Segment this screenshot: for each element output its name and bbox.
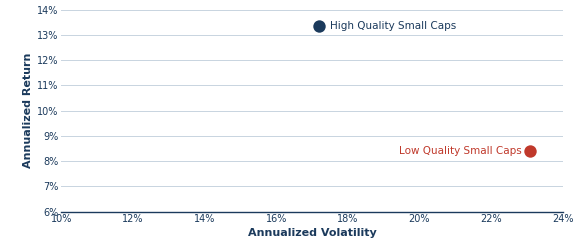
Text: High Quality Small Caps: High Quality Small Caps [330, 21, 456, 31]
Y-axis label: Annualized Return: Annualized Return [23, 53, 33, 168]
Text: Low Quality Small Caps: Low Quality Small Caps [399, 146, 522, 156]
X-axis label: Annualized Volatility: Annualized Volatility [248, 228, 376, 238]
Point [526, 149, 535, 153]
Point [314, 24, 324, 28]
